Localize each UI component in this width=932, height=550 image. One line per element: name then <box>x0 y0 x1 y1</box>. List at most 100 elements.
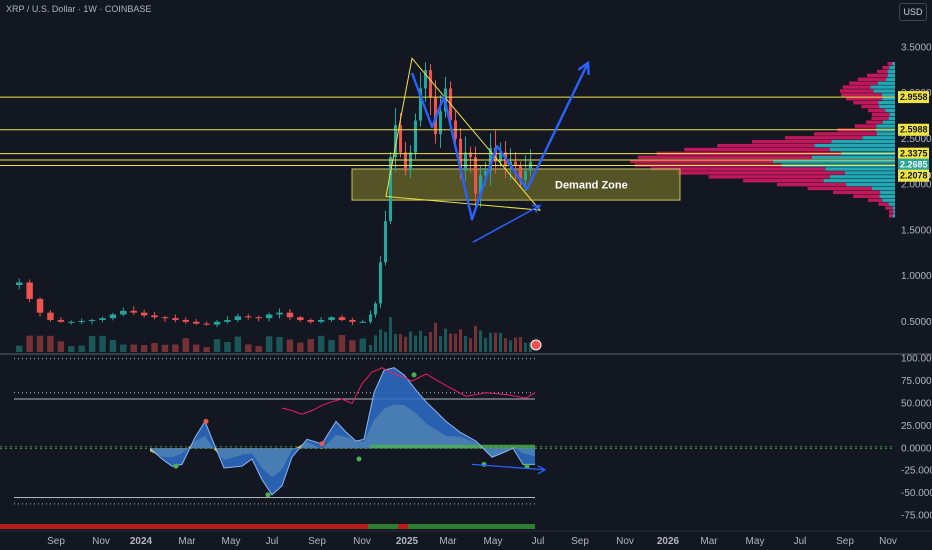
oscillator-axis: 100.0000 75.0000 50.0000 25.0000 0.0000 -25.0… <box>901 354 932 522</box>
candle-body <box>493 147 498 162</box>
volume-bar <box>234 336 242 352</box>
volume-bar <box>438 336 443 352</box>
volume-bar <box>203 347 210 352</box>
candle-body <box>99 318 106 320</box>
volume-bar <box>224 342 231 352</box>
candle-body <box>438 111 443 135</box>
candle-body <box>473 157 478 194</box>
oscillator-signal-dot <box>265 492 271 498</box>
price-label-text: 2.2078 <box>900 171 928 181</box>
vp-up-row <box>888 202 895 206</box>
candle-body <box>245 316 252 318</box>
oscillator-signal-dot <box>481 461 487 467</box>
candle-body <box>109 314 117 319</box>
candle-body <box>203 323 210 325</box>
vp-up-row <box>879 104 895 109</box>
volume-bar <box>99 335 106 352</box>
volume-bar <box>349 340 356 352</box>
volume-bar <box>130 344 137 352</box>
oscillator-trend-arrow <box>471 463 546 471</box>
vp-down-row <box>839 89 874 93</box>
vp-down-row <box>708 175 830 179</box>
vp-down-row <box>853 101 879 105</box>
volume-bar <box>120 344 127 352</box>
volume-bar <box>276 336 283 352</box>
vp-down-row <box>751 140 832 144</box>
candle-body <box>359 321 367 323</box>
volume-bar <box>478 330 483 352</box>
vp-up-row <box>889 112 895 117</box>
volume-bar <box>398 334 403 352</box>
event-marker-icon <box>530 339 542 351</box>
volume-bar <box>68 346 75 352</box>
vp-up-row <box>846 182 895 187</box>
candle-body <box>393 125 398 158</box>
candle-body <box>463 152 468 171</box>
oscillator-signal-dot <box>203 418 209 424</box>
price-label-text: 2.9558 <box>900 92 928 102</box>
candle-body <box>297 317 304 320</box>
oscillator-tick-label: 50.0000 <box>901 398 932 409</box>
volume-bar <box>473 325 478 352</box>
vp-down-row <box>846 97 883 101</box>
volume-bar <box>378 329 383 352</box>
price-label-badge <box>898 169 929 182</box>
price-label-text: 2.2685 <box>900 160 928 170</box>
volume-bars <box>15 317 533 352</box>
price-label-text: 2.5988 <box>900 125 928 135</box>
candle-body <box>88 319 96 321</box>
time-tick-label: Jul <box>532 536 545 547</box>
vp-up-row <box>881 93 895 97</box>
oscillator-tick-label: 100.0000 <box>901 354 932 365</box>
volume-bar <box>47 335 54 352</box>
oscillator-signal-dot <box>356 456 362 462</box>
support-arrow-head <box>531 204 542 213</box>
volume-bar <box>109 339 117 352</box>
volume-bar <box>328 339 335 352</box>
currency-button[interactable]: USD <box>899 3 927 21</box>
candle-body <box>182 319 190 322</box>
candle-body <box>528 161 533 171</box>
vp-up-row <box>880 190 895 195</box>
vp-up-row <box>823 179 895 183</box>
volume-bar <box>508 340 513 352</box>
vp-up-row <box>811 155 895 159</box>
candle-body <box>192 321 200 324</box>
horizontal-levels <box>0 96 895 167</box>
oscillator-green-band <box>370 444 535 449</box>
volume-bar <box>88 336 96 352</box>
regime-strip-bear <box>398 524 408 529</box>
volume-bar <box>433 322 438 352</box>
candle-body <box>26 282 33 299</box>
vp-up-row <box>870 85 895 89</box>
volume-bar <box>57 341 65 352</box>
vp-down-row <box>882 65 890 70</box>
candle-body <box>428 70 433 98</box>
volume-bar <box>488 332 493 352</box>
time-tick-label: Jul <box>794 536 807 547</box>
candle-body <box>423 70 428 89</box>
vp-up-row <box>889 65 895 70</box>
price-label-badge <box>898 123 929 136</box>
price-tick-label: 0.5000 <box>901 317 932 328</box>
volume-bar <box>265 336 273 352</box>
vp-down-row <box>857 77 887 81</box>
oscillator-tick-label: -50.0000 <box>901 488 932 499</box>
candle-body <box>398 125 403 153</box>
time-tick-label: Mar <box>700 536 718 547</box>
volume-bar <box>453 333 458 352</box>
candle-body <box>478 175 483 194</box>
vp-down-row <box>833 190 881 195</box>
candle-body <box>130 310 137 313</box>
volume-bar <box>255 346 262 352</box>
oscillator-signal-dot <box>173 463 179 469</box>
volume-bar <box>413 335 418 352</box>
candle-body <box>383 221 388 263</box>
oscillator-tick-label: -75.0000 <box>901 510 932 521</box>
vp-up-row <box>887 73 895 78</box>
vp-up-row <box>831 140 895 144</box>
time-tick-label: Jul <box>266 536 279 547</box>
candle-body <box>224 319 231 322</box>
candle-body <box>413 120 418 153</box>
price-label-text: 2.3375 <box>900 149 928 159</box>
